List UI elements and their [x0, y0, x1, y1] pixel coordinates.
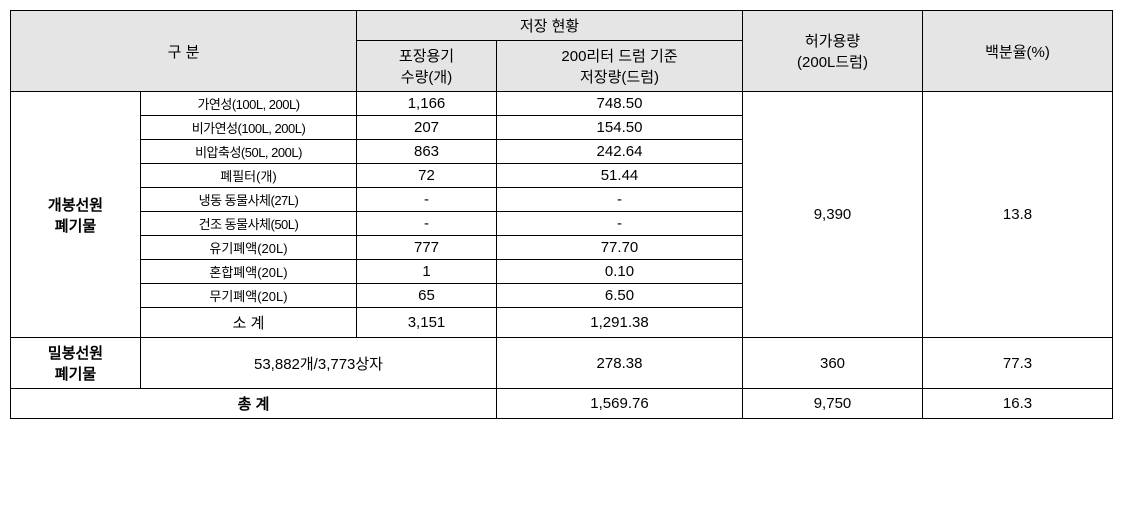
row-qty: 65 — [357, 284, 497, 308]
sealed-source-qty-desc: 53,882개/3,773상자 — [141, 338, 497, 389]
row-drum: 77.70 — [497, 236, 743, 260]
row-qty: 1,166 — [357, 92, 497, 116]
row-drum: 748.50 — [497, 92, 743, 116]
total-drum: 1,569.76 — [497, 389, 743, 419]
row-qty: 72 — [357, 164, 497, 188]
header-package-qty: 포장용기 수량(개) — [357, 41, 497, 92]
sealed-source-capacity: 360 — [743, 338, 923, 389]
header-pkg-l1: 포장용기 — [399, 48, 454, 65]
waste-storage-table: 구 분 저장 현황 허가용량 (200L드럼) 백분율(%) 포장용기 수량(개… — [10, 10, 1113, 419]
row-qty: 1 — [357, 260, 497, 284]
row-qty: 777 — [357, 236, 497, 260]
sealed-source-row: 밀봉선원 폐기물 53,882개/3,773상자 278.38 360 77.3 — [11, 338, 1113, 389]
open-source-l1: 개봉선원 — [48, 197, 103, 214]
header-drum-l1: 200리터 드럼 기준 — [561, 48, 677, 65]
subtotal-drum: 1,291.38 — [497, 308, 743, 338]
row-drum: - — [497, 212, 743, 236]
header-capacity: 허가용량 (200L드럼) — [743, 11, 923, 92]
open-source-l2: 폐기물 — [55, 218, 96, 235]
row-label: 무기폐액(20L) — [141, 284, 357, 308]
sealed-source-group-label: 밀봉선원 폐기물 — [11, 338, 141, 389]
row-drum: 242.64 — [497, 140, 743, 164]
row-qty: 863 — [357, 140, 497, 164]
row-qty: - — [357, 188, 497, 212]
row-label: 가연성(100L, 200L) — [141, 92, 357, 116]
header-drum: 200리터 드럼 기준 저장량(드럼) — [497, 41, 743, 92]
subtotal-qty: 3,151 — [357, 308, 497, 338]
open-source-capacity: 9,390 — [743, 92, 923, 338]
row-qty: - — [357, 212, 497, 236]
open-source-group-label: 개봉선원 폐기물 — [11, 92, 141, 338]
header-category: 구 분 — [11, 11, 357, 92]
header-percent: 백분율(%) — [923, 11, 1113, 92]
row-label: 유기폐액(20L) — [141, 236, 357, 260]
header-capacity-l2: (200L드럼) — [797, 54, 868, 71]
row-drum: 154.50 — [497, 116, 743, 140]
row-qty: 207 — [357, 116, 497, 140]
total-label: 총 계 — [11, 389, 497, 419]
header-row-1: 구 분 저장 현황 허가용량 (200L드럼) 백분율(%) — [11, 11, 1113, 41]
row-label: 혼합폐액(20L) — [141, 260, 357, 284]
header-capacity-l1: 허가용량 — [805, 33, 860, 50]
row-drum: 51.44 — [497, 164, 743, 188]
open-source-percent: 13.8 — [923, 92, 1113, 338]
row-label: 비압축성(50L, 200L) — [141, 140, 357, 164]
row-label: 냉동 동물사체(27L) — [141, 188, 357, 212]
total-percent: 16.3 — [923, 389, 1113, 419]
sealed-source-l2: 폐기물 — [55, 366, 96, 383]
sealed-source-l1: 밀봉선원 — [48, 345, 103, 362]
table-row: 개봉선원 폐기물 가연성(100L, 200L) 1,166 748.50 9,… — [11, 92, 1113, 116]
header-storage-status: 저장 현황 — [357, 11, 743, 41]
row-drum: 6.50 — [497, 284, 743, 308]
header-pkg-l2: 수량(개) — [401, 69, 452, 86]
sealed-source-drum: 278.38 — [497, 338, 743, 389]
header-drum-l2: 저장량(드럼) — [580, 69, 659, 86]
sealed-source-percent: 77.3 — [923, 338, 1113, 389]
total-capacity: 9,750 — [743, 389, 923, 419]
subtotal-label: 소 계 — [141, 308, 357, 338]
row-label: 건조 동물사체(50L) — [141, 212, 357, 236]
row-drum: - — [497, 188, 743, 212]
row-label: 폐필터(개) — [141, 164, 357, 188]
row-drum: 0.10 — [497, 260, 743, 284]
total-row: 총 계 1,569.76 9,750 16.3 — [11, 389, 1113, 419]
row-label: 비가연성(100L, 200L) — [141, 116, 357, 140]
